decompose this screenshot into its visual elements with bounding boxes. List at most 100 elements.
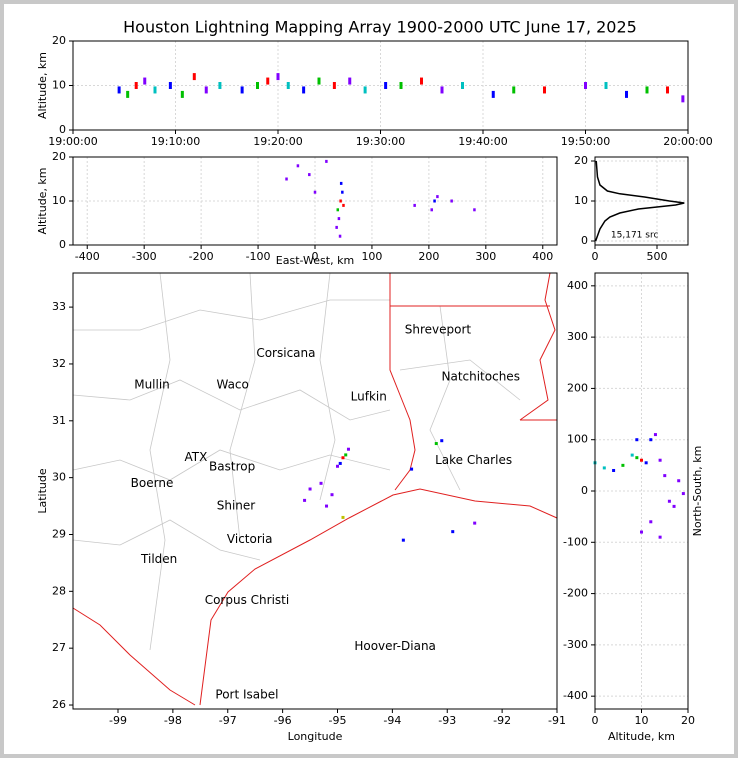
source-point [420,77,423,85]
y-tick-label: 26 [52,698,66,711]
source-point [461,82,464,89]
annotation: Corsicana [256,346,315,360]
source-point [363,86,367,94]
source-point [644,461,648,465]
county-line [72,449,391,481]
source-point [491,90,495,98]
source-point [296,164,300,168]
x-tick-label: -92 [493,714,511,727]
source-point [677,479,681,483]
x-tick-label: -91 [548,714,566,727]
source-point [168,82,172,89]
x-tick-label: -96 [274,714,292,727]
source-point [672,504,676,508]
source-point [180,90,184,98]
source-point [204,86,208,94]
x-tick-label: 20 [681,714,695,727]
source-point [653,433,657,437]
source-point [384,82,388,89]
x-tick-label: 20:00:00 [663,135,712,148]
figure-title: Houston Lightning Mapping Array 1900-200… [123,18,637,37]
source-point [440,439,444,443]
source-point [153,86,157,94]
source-point [330,493,334,497]
source-point [645,86,649,94]
y-tick-label: 30 [52,471,66,484]
source-point [344,453,348,457]
source-point [658,458,662,462]
axes-frame [72,272,558,710]
x-tick-label: -93 [438,714,456,727]
source-point [348,77,352,85]
source-point [410,467,414,471]
source-point [218,82,222,89]
source-point [325,159,328,163]
y-axis-label: North-South, km [691,446,704,537]
state-border [519,272,556,421]
y-tick-label: 300 [567,330,588,343]
y-tick-label: 33 [52,300,66,313]
coastline [199,488,558,706]
source-point [339,199,342,203]
county-line [149,272,171,651]
annotation: Lufkin [351,389,387,403]
source-point [621,463,625,467]
y-tick-label: -300 [563,638,588,651]
state-border [389,273,416,491]
source-point [341,190,344,194]
source-point [285,177,288,181]
x-tick-label: 19:20:00 [253,135,302,148]
county-line [72,519,261,561]
source-point [339,181,343,185]
axes-frame [72,156,558,246]
source-point [341,456,345,460]
x-tick-label: 200 [418,250,439,263]
y-tick-label: 10 [574,194,588,207]
source-point [342,203,345,207]
source-point [666,86,669,94]
axes-frame [594,156,689,246]
source-point [649,438,653,442]
y-tick-label: 32 [52,357,66,370]
x-tick-label: 19:30:00 [356,135,405,148]
x-tick-label: 19:10:00 [151,135,200,148]
source-point [335,464,339,468]
source-point [302,86,306,94]
altitude-histogram [594,160,685,242]
source-point [663,474,667,478]
y-tick-label: 0 [581,234,588,247]
source-point [325,504,329,508]
x-tick-label: 10 [635,714,649,727]
x-tick-label: -100 [246,250,271,263]
y-tick-label: 200 [567,381,588,394]
x-tick-label: -300 [132,250,157,263]
x-tick-label: 19:40:00 [458,135,507,148]
annotation: Boerne [131,476,174,490]
source-point [635,438,639,442]
source-point [332,82,336,89]
source-point [681,492,685,496]
source-point [308,487,312,491]
source-point [276,73,280,81]
source-point [512,86,516,94]
annotation: 15,171 src [611,231,659,241]
source-point [338,461,342,465]
county-line [229,272,256,541]
x-tick-label: -400 [75,250,100,263]
source-point [303,498,307,502]
x-tick-label: 500 [647,250,668,263]
y-tick-label: 20 [52,150,66,163]
x-tick-label: 19:50:00 [561,135,610,148]
source-point [192,73,196,81]
source-point [604,82,608,89]
y-tick-label: 20 [52,34,66,47]
county-line [429,305,461,491]
source-point [308,173,311,177]
source-point [436,195,439,199]
y-tick-label: 31 [52,414,66,427]
y-axis-label: Altitude, km [36,167,49,234]
source-point [338,234,342,238]
source-point [134,82,138,89]
source-point [450,199,453,203]
annotation: ATX [185,450,208,464]
